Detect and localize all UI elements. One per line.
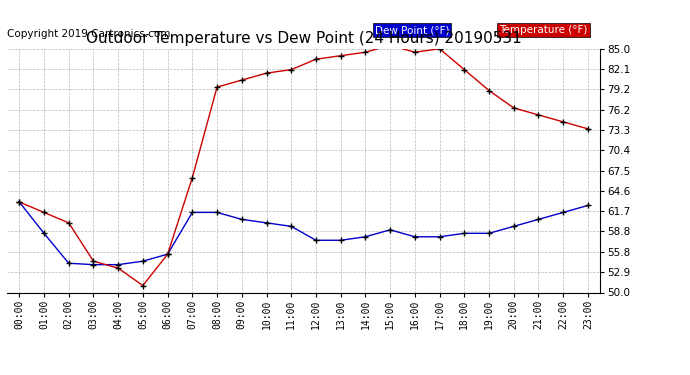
Text: Dew Point (°F): Dew Point (°F) <box>375 26 449 35</box>
Text: Temperature (°F): Temperature (°F) <box>500 26 588 35</box>
Title: Outdoor Temperature vs Dew Point (24 Hours) 20190531: Outdoor Temperature vs Dew Point (24 Hou… <box>86 31 522 46</box>
Text: Copyright 2019 Cartronics.com: Copyright 2019 Cartronics.com <box>7 29 170 39</box>
